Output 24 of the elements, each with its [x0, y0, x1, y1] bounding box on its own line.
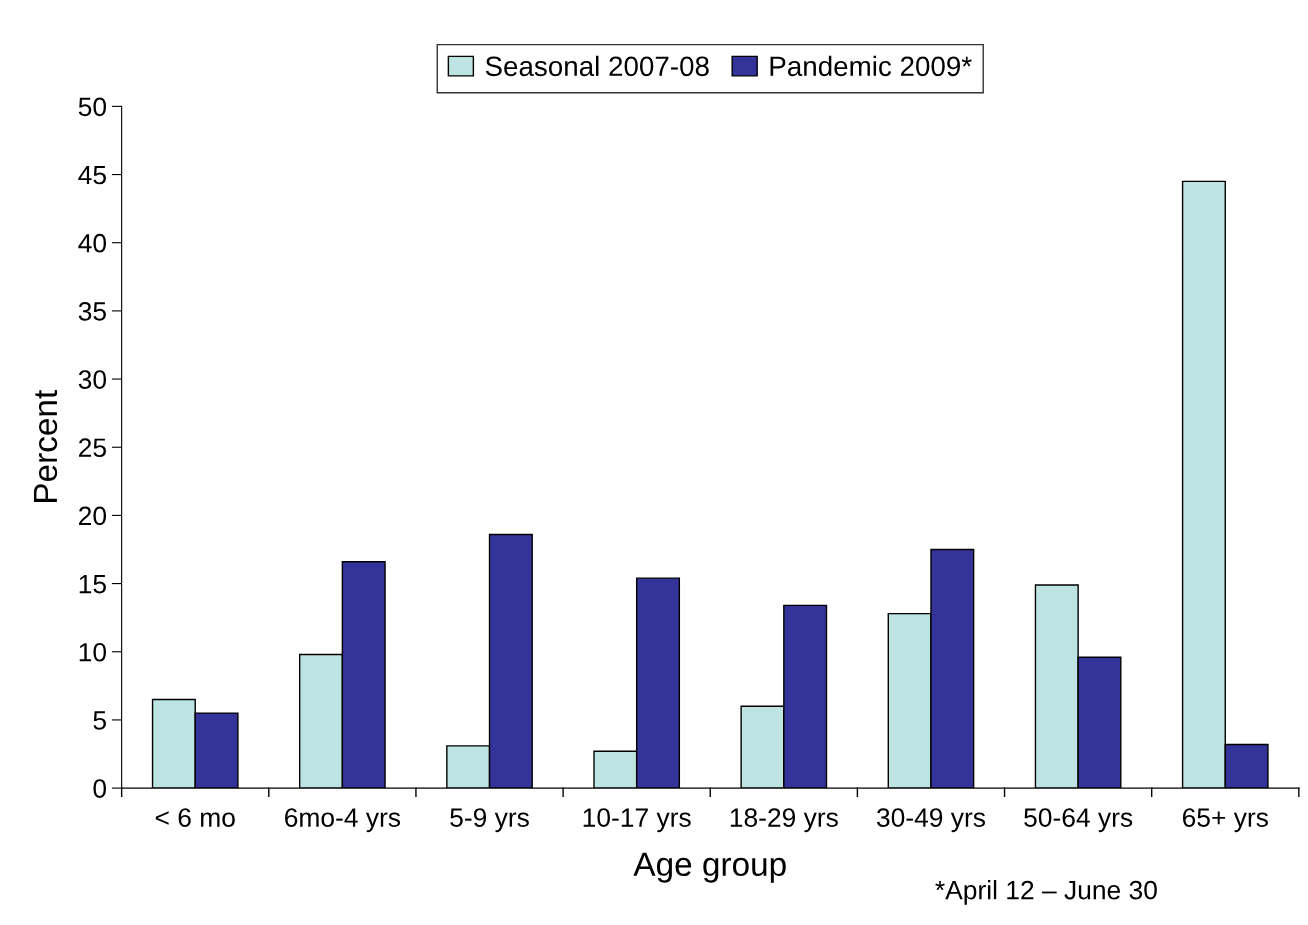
y-tick-label: 15 [79, 574, 106, 594]
x-tick-label: < 6 mo [155, 808, 235, 827]
x-tick-label: 6mo-4 yrs [285, 808, 401, 833]
y-tick-label: 25 [79, 438, 106, 458]
y-tick-label: 45 [78, 165, 106, 185]
y-tick-label: 35 [78, 302, 106, 321]
text: *April 12 – June 30 [935, 880, 1157, 905]
y-axis-title: Percent [33, 390, 58, 502]
legend-label: Pandemic 2009* [770, 55, 972, 77]
x-tick-label: 50-64 yrs [1024, 808, 1133, 833]
x-tick-label: 10-17 yrs [583, 808, 691, 833]
x-tick-label: 65+ yrs [1182, 808, 1268, 833]
legend-label: Seasonal 2007-08 [485, 55, 709, 77]
y-tick-label: 30 [78, 370, 107, 389]
y-tick-label: 0 [93, 779, 107, 798]
y-tick-label: 20 [79, 506, 107, 526]
x-tick-label: 18-29 yrs [730, 808, 838, 833]
y-tick-label: 40 [78, 233, 107, 253]
y-tick-label: 5 [93, 711, 106, 730]
x-tick-label: 5-9 yrs [450, 808, 529, 833]
x-tick-label: 30-49 yrs [876, 808, 986, 833]
y-tick-label: 10 [79, 642, 107, 662]
y-tick-label: 50 [78, 97, 107, 117]
x-axis-title: Age group [633, 852, 786, 883]
